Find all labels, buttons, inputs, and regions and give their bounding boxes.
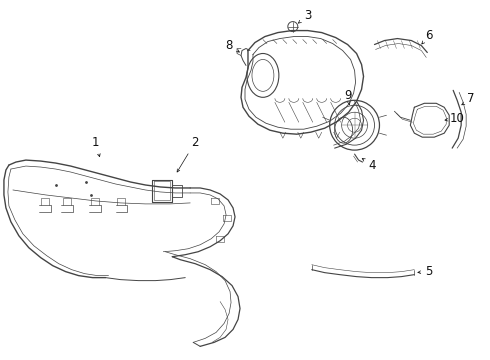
Text: 3: 3 — [298, 9, 312, 23]
Text: 1: 1 — [92, 136, 100, 157]
Text: 8: 8 — [225, 39, 239, 52]
Text: 9: 9 — [344, 89, 351, 105]
Text: 7: 7 — [462, 92, 475, 105]
Text: 6: 6 — [422, 29, 433, 44]
Text: 4: 4 — [362, 158, 376, 172]
Text: 2: 2 — [177, 136, 199, 172]
Text: 5: 5 — [418, 265, 433, 278]
Text: 10: 10 — [445, 112, 465, 125]
